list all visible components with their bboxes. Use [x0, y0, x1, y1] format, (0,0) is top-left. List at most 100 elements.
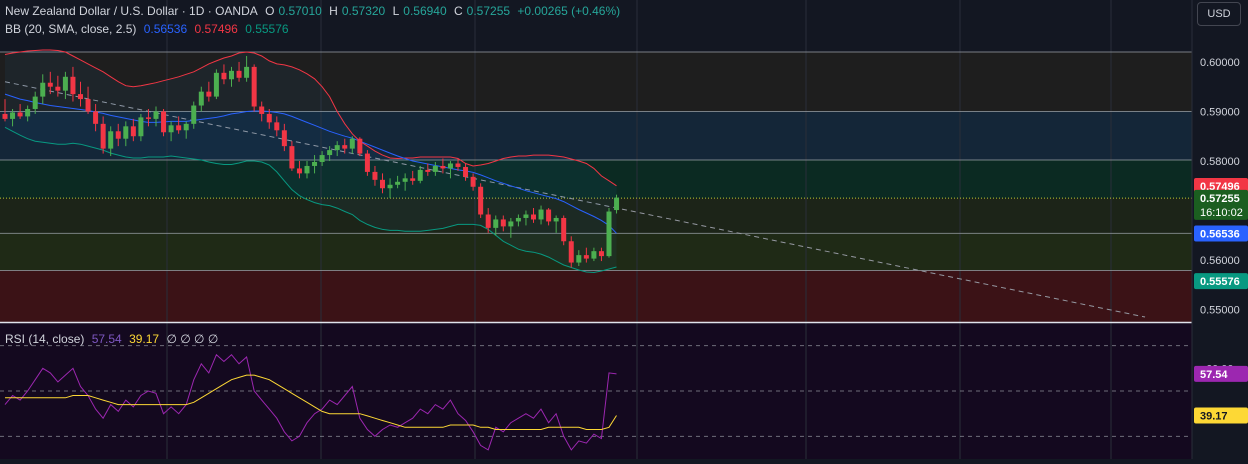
currency-button[interactable]: USD: [1197, 2, 1241, 26]
candle[interactable]: [251, 66, 257, 107]
candle[interactable]: [40, 82, 46, 97]
candle[interactable]: [138, 117, 144, 137]
candle[interactable]: [568, 241, 574, 263]
candle[interactable]: [614, 197, 620, 211]
candle[interactable]: [380, 179, 385, 189]
countdown-badge: 16:10:02: [1200, 207, 1243, 219]
candle[interactable]: [191, 105, 197, 124]
candle[interactable]: [183, 123, 189, 131]
candle[interactable]: [455, 163, 461, 167]
candle[interactable]: [553, 217, 559, 222]
candle[interactable]: [349, 138, 355, 149]
price-tick-label: 0.59000: [1200, 106, 1240, 118]
candle[interactable]: [432, 165, 438, 172]
candle[interactable]: [372, 171, 378, 180]
candle[interactable]: [319, 155, 325, 162]
candle[interactable]: [470, 176, 476, 187]
candle[interactable]: [70, 76, 76, 95]
candle[interactable]: [289, 146, 295, 169]
candle[interactable]: [606, 211, 612, 257]
bb-legend[interactable]: BB (20, SMA, close, 2.5) 0.56536 0.57496…: [5, 22, 293, 36]
candle[interactable]: [17, 112, 23, 117]
candle[interactable]: [25, 108, 31, 117]
candle[interactable]: [478, 186, 484, 215]
candle[interactable]: [417, 169, 423, 181]
candle[interactable]: [78, 94, 83, 100]
candle[interactable]: [508, 221, 514, 227]
candle[interactable]: [598, 251, 604, 257]
candle[interactable]: [85, 99, 91, 112]
rsi-label[interactable]: RSI (14, close): [5, 332, 85, 346]
candle[interactable]: [244, 66, 250, 78]
candle[interactable]: [440, 165, 446, 169]
candle[interactable]: [357, 138, 363, 154]
candle[interactable]: [515, 217, 521, 222]
candle[interactable]: [561, 217, 567, 242]
candle[interactable]: [198, 91, 204, 106]
candle[interactable]: [312, 161, 318, 166]
candle[interactable]: [259, 106, 265, 114]
bb-upper-line[interactable]: [4, 49, 617, 187]
bb-lower-line[interactable]: [4, 126, 617, 274]
candle[interactable]: [176, 125, 182, 131]
candle[interactable]: [327, 150, 333, 156]
candle[interactable]: [10, 112, 16, 119]
bb-label[interactable]: BB (20, SMA, close, 2.5): [5, 22, 137, 36]
candle[interactable]: [463, 166, 469, 177]
candle[interactable]: [145, 117, 151, 119]
candle[interactable]: [425, 169, 431, 172]
candle[interactable]: [395, 181, 401, 185]
bb-basis-line[interactable]: [4, 93, 617, 234]
candle[interactable]: [531, 214, 536, 220]
candle[interactable]: [296, 168, 302, 174]
candle[interactable]: [274, 122, 280, 131]
candle[interactable]: [100, 123, 106, 149]
candle[interactable]: [153, 111, 159, 119]
candle[interactable]: [447, 163, 453, 169]
candle[interactable]: [402, 178, 408, 182]
candle[interactable]: [523, 214, 529, 218]
candle[interactable]: [62, 76, 68, 91]
candle[interactable]: [2, 113, 8, 119]
symbol-title[interactable]: New Zealand Dollar / U.S. Dollar · 1D · …: [5, 4, 258, 18]
candle[interactable]: [47, 82, 53, 87]
candle[interactable]: [221, 72, 227, 80]
rsi-ma-line[interactable]: [5, 374, 617, 430]
candle[interactable]: [213, 72, 219, 97]
candle[interactable]: [168, 125, 174, 133]
candle[interactable]: [108, 131, 114, 149]
candle[interactable]: [591, 251, 597, 259]
candle[interactable]: [410, 178, 416, 181]
candle[interactable]: [161, 111, 167, 133]
rsi-badge: 57.54: [1200, 369, 1228, 381]
rsi-legend[interactable]: RSI (14, close) 57.54 39.17 ∅ ∅ ∅ ∅: [5, 332, 222, 346]
candle[interactable]: [115, 131, 121, 139]
candle[interactable]: [130, 126, 136, 137]
candle[interactable]: [281, 130, 287, 147]
candle[interactable]: [334, 145, 340, 151]
candle[interactable]: [123, 126, 129, 139]
candle[interactable]: [538, 209, 544, 220]
candle[interactable]: [500, 219, 506, 227]
candle[interactable]: [93, 111, 99, 124]
candle[interactable]: [387, 184, 393, 189]
candle[interactable]: [493, 219, 499, 228]
candle[interactable]: [229, 70, 234, 80]
candle[interactable]: [485, 214, 491, 228]
candle[interactable]: [32, 96, 38, 109]
candle[interactable]: [546, 209, 552, 222]
candle[interactable]: [576, 255, 582, 263]
candle[interactable]: [342, 145, 348, 149]
candle[interactable]: [266, 113, 272, 123]
candle[interactable]: [364, 153, 370, 172]
candle[interactable]: [206, 91, 212, 97]
candle[interactable]: [583, 255, 589, 259]
bb-lower-badge: 0.55576: [1200, 276, 1240, 288]
candle[interactable]: [55, 86, 61, 91]
low-value: 0.56940: [403, 4, 447, 18]
candle[interactable]: [304, 165, 310, 174]
candle[interactable]: [236, 70, 242, 78]
rsi-line[interactable]: [4, 353, 617, 451]
